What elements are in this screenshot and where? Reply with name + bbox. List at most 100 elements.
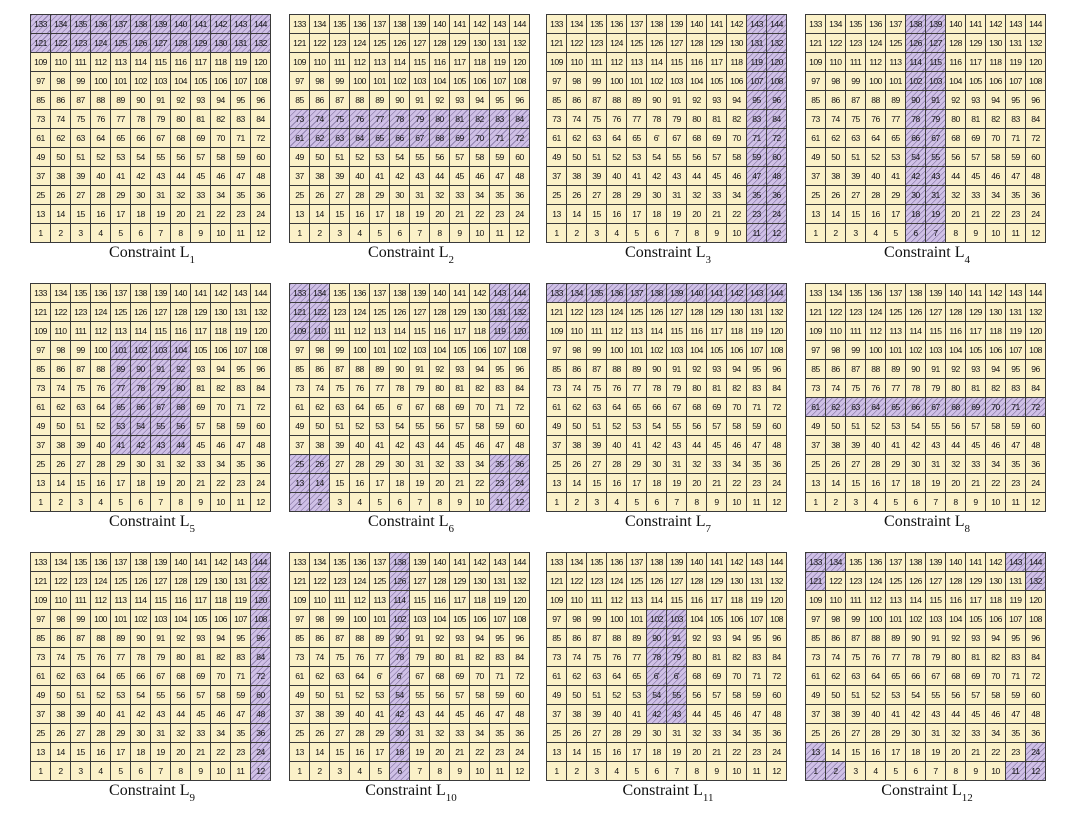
grid-cell: 41 <box>886 436 906 455</box>
grid-cell: 127 <box>410 572 430 591</box>
grid-cell: 121 <box>806 303 826 322</box>
grid-cell: 64 <box>607 667 627 686</box>
grid-cell: 110 <box>826 53 846 72</box>
grid-cell: 18 <box>906 743 926 762</box>
grid-cell: 2 <box>567 762 587 781</box>
grid-cell: 123 <box>587 303 607 322</box>
grid-cell: 26 <box>51 724 71 743</box>
constraint-grid: 133 134 135 136 137 138 139 140 141 142 143 144 121 1… <box>289 14 530 243</box>
grid-cell: 130 <box>986 572 1006 591</box>
grid-cell: 33 <box>450 186 470 205</box>
grid-cell: 119 <box>490 591 510 610</box>
grid-cell: 134 <box>310 15 330 34</box>
grid-cell: 12 <box>1026 224 1046 243</box>
grid-cell: 108 <box>1026 341 1046 360</box>
grid-cell: 22 <box>470 205 490 224</box>
grid-cell: 96 <box>510 91 530 110</box>
grid-cell: 80 <box>946 648 966 667</box>
grid-cell-highlighted: 83 <box>490 110 510 129</box>
grid-cell: 48 <box>767 436 787 455</box>
grid-cell: 100 <box>607 341 627 360</box>
grid-cell: 117 <box>191 591 211 610</box>
grid-cell: 143 <box>490 553 510 572</box>
grid-cell-highlighted: 120 <box>251 591 271 610</box>
grid-cell-highlighted: 61 <box>806 398 826 417</box>
grid-cell: 23 <box>490 743 510 762</box>
grid-cell: 87 <box>330 91 350 110</box>
grid-cell: 37 <box>290 167 310 186</box>
constraint-panel: 133 134 135 136 137 138 139 140 141 142 143 144 121 1… <box>538 6 798 276</box>
grid-cell-highlighted: 12 <box>767 224 787 243</box>
grid-cell: 35 <box>1006 455 1026 474</box>
grid-cell: 77 <box>627 648 647 667</box>
grid-cell: 75 <box>71 110 91 129</box>
grid-cell-highlighted: 134 <box>567 284 587 303</box>
grid-cell: 83 <box>1006 379 1026 398</box>
grid-cell-highlighted: 110 <box>310 322 330 341</box>
grid-cell: 26 <box>567 186 587 205</box>
grid-cell: 37 <box>547 167 567 186</box>
grid-cell: 107 <box>490 341 510 360</box>
grid-cell: 103 <box>926 341 946 360</box>
grid-cell-highlighted: 79 <box>151 379 171 398</box>
caption-text: Constraint L <box>365 782 446 799</box>
grid-cell: 5 <box>111 224 131 243</box>
grid-cell-highlighted: 123 <box>71 34 91 53</box>
grid-cell: 43 <box>926 436 946 455</box>
grid-cell: 38 <box>310 705 330 724</box>
grid-cell: 22 <box>211 743 231 762</box>
grid-cell: 130 <box>727 303 747 322</box>
grid-cell: 126 <box>906 303 926 322</box>
grid-cell: 142 <box>470 284 490 303</box>
grid-cell: 133 <box>290 15 310 34</box>
grid-cell: 69 <box>450 398 470 417</box>
grid-cell: 107 <box>747 610 767 629</box>
grid-cell: 141 <box>191 284 211 303</box>
grid-cell: 126 <box>647 303 667 322</box>
grid-cell: 72 <box>767 398 787 417</box>
grid-cell: 47 <box>1006 167 1026 186</box>
grid-cell: 95 <box>747 629 767 648</box>
grid-cell: 31 <box>410 724 430 743</box>
grid-cell: 21 <box>191 474 211 493</box>
grid-cell: 77 <box>886 379 906 398</box>
grid-cell: 126 <box>647 34 667 53</box>
grid-cell: 26 <box>310 186 330 205</box>
grid-cell: 115 <box>667 322 687 341</box>
grid-cell: 54 <box>906 686 926 705</box>
grid-cell-highlighted: 30 <box>906 186 926 205</box>
grid-cell: 57 <box>707 417 727 436</box>
grid-cell: 18 <box>647 474 667 493</box>
grid-cell: 96 <box>767 360 787 379</box>
grid-cell-highlighted: 114 <box>906 53 926 72</box>
grid-cell-highlighted: 65 <box>886 398 906 417</box>
grid-cell: 2 <box>310 762 330 781</box>
grid-cell-highlighted: 24 <box>1026 743 1046 762</box>
grid-cell: 127 <box>410 303 430 322</box>
grid-cell: 112 <box>91 53 111 72</box>
grid-cell: 125 <box>627 34 647 53</box>
grid-cell: 4 <box>350 762 370 781</box>
grid-cell: 1 <box>31 224 51 243</box>
grid-cell: 90 <box>906 360 926 379</box>
grid-cell: 39 <box>71 167 91 186</box>
grid-cell: 38 <box>51 705 71 724</box>
grid-cell: 100 <box>866 72 886 91</box>
grid-cell: 94 <box>727 91 747 110</box>
grid-cell: 82 <box>211 110 231 129</box>
grid-cell: 46 <box>470 167 490 186</box>
grid-cell-highlighted: 138 <box>647 284 667 303</box>
grid-cell: 118 <box>470 53 490 72</box>
grid-cell: 73 <box>806 379 826 398</box>
grid-cell: 107 <box>1006 341 1026 360</box>
grid-cell-highlighted: 90 <box>131 360 151 379</box>
grid-cell: 58 <box>727 417 747 436</box>
grid-cell: 13 <box>290 205 310 224</box>
grid-cell: 6 <box>647 762 667 781</box>
grid-cell: 10 <box>727 224 747 243</box>
grid-cell: 87 <box>587 629 607 648</box>
caption-subscript: 6 <box>448 523 454 536</box>
grid-cell-highlighted: 143 <box>231 15 251 34</box>
grid-cell: 94 <box>986 360 1006 379</box>
grid-cell: 76 <box>866 648 886 667</box>
